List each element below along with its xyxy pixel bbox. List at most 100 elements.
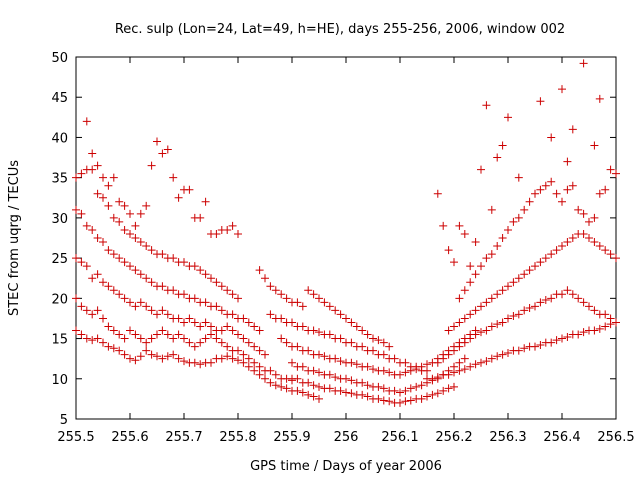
data-point bbox=[282, 384, 291, 393]
data-point bbox=[298, 362, 307, 371]
data-point bbox=[180, 334, 188, 343]
data-point bbox=[336, 310, 345, 319]
data-point bbox=[120, 294, 129, 303]
data-point bbox=[185, 185, 194, 194]
data-point bbox=[455, 221, 464, 230]
data-point bbox=[282, 294, 291, 303]
data-point bbox=[606, 314, 615, 323]
data-point bbox=[271, 370, 280, 379]
data-point bbox=[379, 338, 388, 347]
data-point bbox=[347, 358, 356, 367]
data-point bbox=[439, 386, 448, 395]
data-point bbox=[466, 334, 475, 343]
data-point bbox=[282, 338, 291, 347]
data-point bbox=[450, 322, 458, 331]
data-point bbox=[369, 365, 377, 374]
data-point bbox=[93, 189, 102, 198]
data-point bbox=[385, 342, 394, 351]
data-point bbox=[136, 209, 145, 218]
data-point bbox=[201, 318, 210, 327]
data-point bbox=[563, 286, 572, 295]
data-point bbox=[423, 366, 431, 375]
data-point bbox=[82, 221, 91, 230]
data-point bbox=[396, 388, 404, 397]
data-point bbox=[536, 340, 545, 349]
data-point bbox=[109, 344, 118, 353]
data-point bbox=[293, 342, 302, 351]
data-point bbox=[585, 217, 593, 226]
data-point bbox=[304, 390, 313, 399]
data-point bbox=[612, 318, 620, 327]
data-point bbox=[352, 322, 361, 331]
data-point bbox=[147, 161, 156, 170]
data-point bbox=[595, 189, 604, 198]
data-point bbox=[163, 330, 172, 339]
data-point bbox=[131, 330, 140, 339]
data-point bbox=[190, 262, 199, 271]
data-point bbox=[298, 388, 307, 397]
data-point bbox=[531, 302, 539, 311]
data-point bbox=[493, 153, 502, 162]
data-point bbox=[180, 290, 188, 299]
data-point bbox=[563, 238, 572, 247]
data-point bbox=[525, 303, 534, 312]
data-point bbox=[358, 378, 367, 387]
data-point bbox=[153, 330, 161, 339]
data-point bbox=[244, 318, 253, 327]
data-point bbox=[460, 354, 469, 363]
data-point bbox=[504, 113, 512, 122]
data-point bbox=[293, 386, 302, 395]
data-point bbox=[336, 357, 345, 366]
data-point bbox=[255, 370, 264, 379]
data-point bbox=[520, 205, 529, 214]
data-point bbox=[126, 229, 134, 238]
data-point bbox=[131, 356, 140, 365]
data-point bbox=[558, 242, 566, 251]
data-point bbox=[147, 350, 156, 359]
data-point bbox=[88, 310, 97, 319]
data-point bbox=[525, 266, 534, 275]
data-point bbox=[99, 238, 107, 247]
data-point bbox=[72, 294, 80, 303]
data-point bbox=[104, 282, 113, 291]
data-point bbox=[180, 357, 188, 366]
data-point bbox=[77, 302, 86, 311]
data-point bbox=[536, 258, 545, 267]
data-point bbox=[406, 384, 415, 393]
data-point bbox=[579, 229, 588, 238]
data-point bbox=[358, 390, 367, 399]
data-point bbox=[136, 298, 145, 307]
x-tick-label: 255.8 bbox=[219, 430, 256, 445]
data-point bbox=[266, 378, 275, 387]
data-point bbox=[325, 330, 334, 339]
data-point bbox=[212, 229, 221, 238]
data-point bbox=[174, 330, 183, 339]
data-point bbox=[509, 217, 518, 226]
data-point bbox=[298, 302, 307, 311]
data-point bbox=[568, 181, 577, 190]
y-tick-label: 35 bbox=[51, 172, 68, 187]
data-point bbox=[88, 225, 97, 234]
data-point bbox=[190, 294, 199, 303]
data-point bbox=[428, 390, 437, 399]
data-point bbox=[601, 310, 610, 319]
data-point bbox=[207, 322, 215, 331]
data-point bbox=[558, 290, 566, 299]
data-point bbox=[88, 165, 97, 174]
data-point bbox=[320, 352, 329, 361]
data-point bbox=[379, 384, 388, 393]
data-point bbox=[514, 213, 523, 222]
data-point bbox=[115, 290, 124, 299]
data-point bbox=[228, 310, 237, 319]
series-sat-track-5 bbox=[72, 165, 242, 303]
data-point bbox=[466, 278, 475, 287]
data-point bbox=[212, 334, 221, 343]
data-point bbox=[185, 338, 194, 347]
series-sat-track-14 bbox=[444, 229, 620, 335]
data-point bbox=[450, 382, 458, 391]
data-point bbox=[126, 209, 134, 218]
data-point bbox=[552, 246, 561, 255]
data-point bbox=[277, 290, 286, 299]
data-point bbox=[271, 381, 280, 390]
data-point bbox=[552, 336, 561, 345]
